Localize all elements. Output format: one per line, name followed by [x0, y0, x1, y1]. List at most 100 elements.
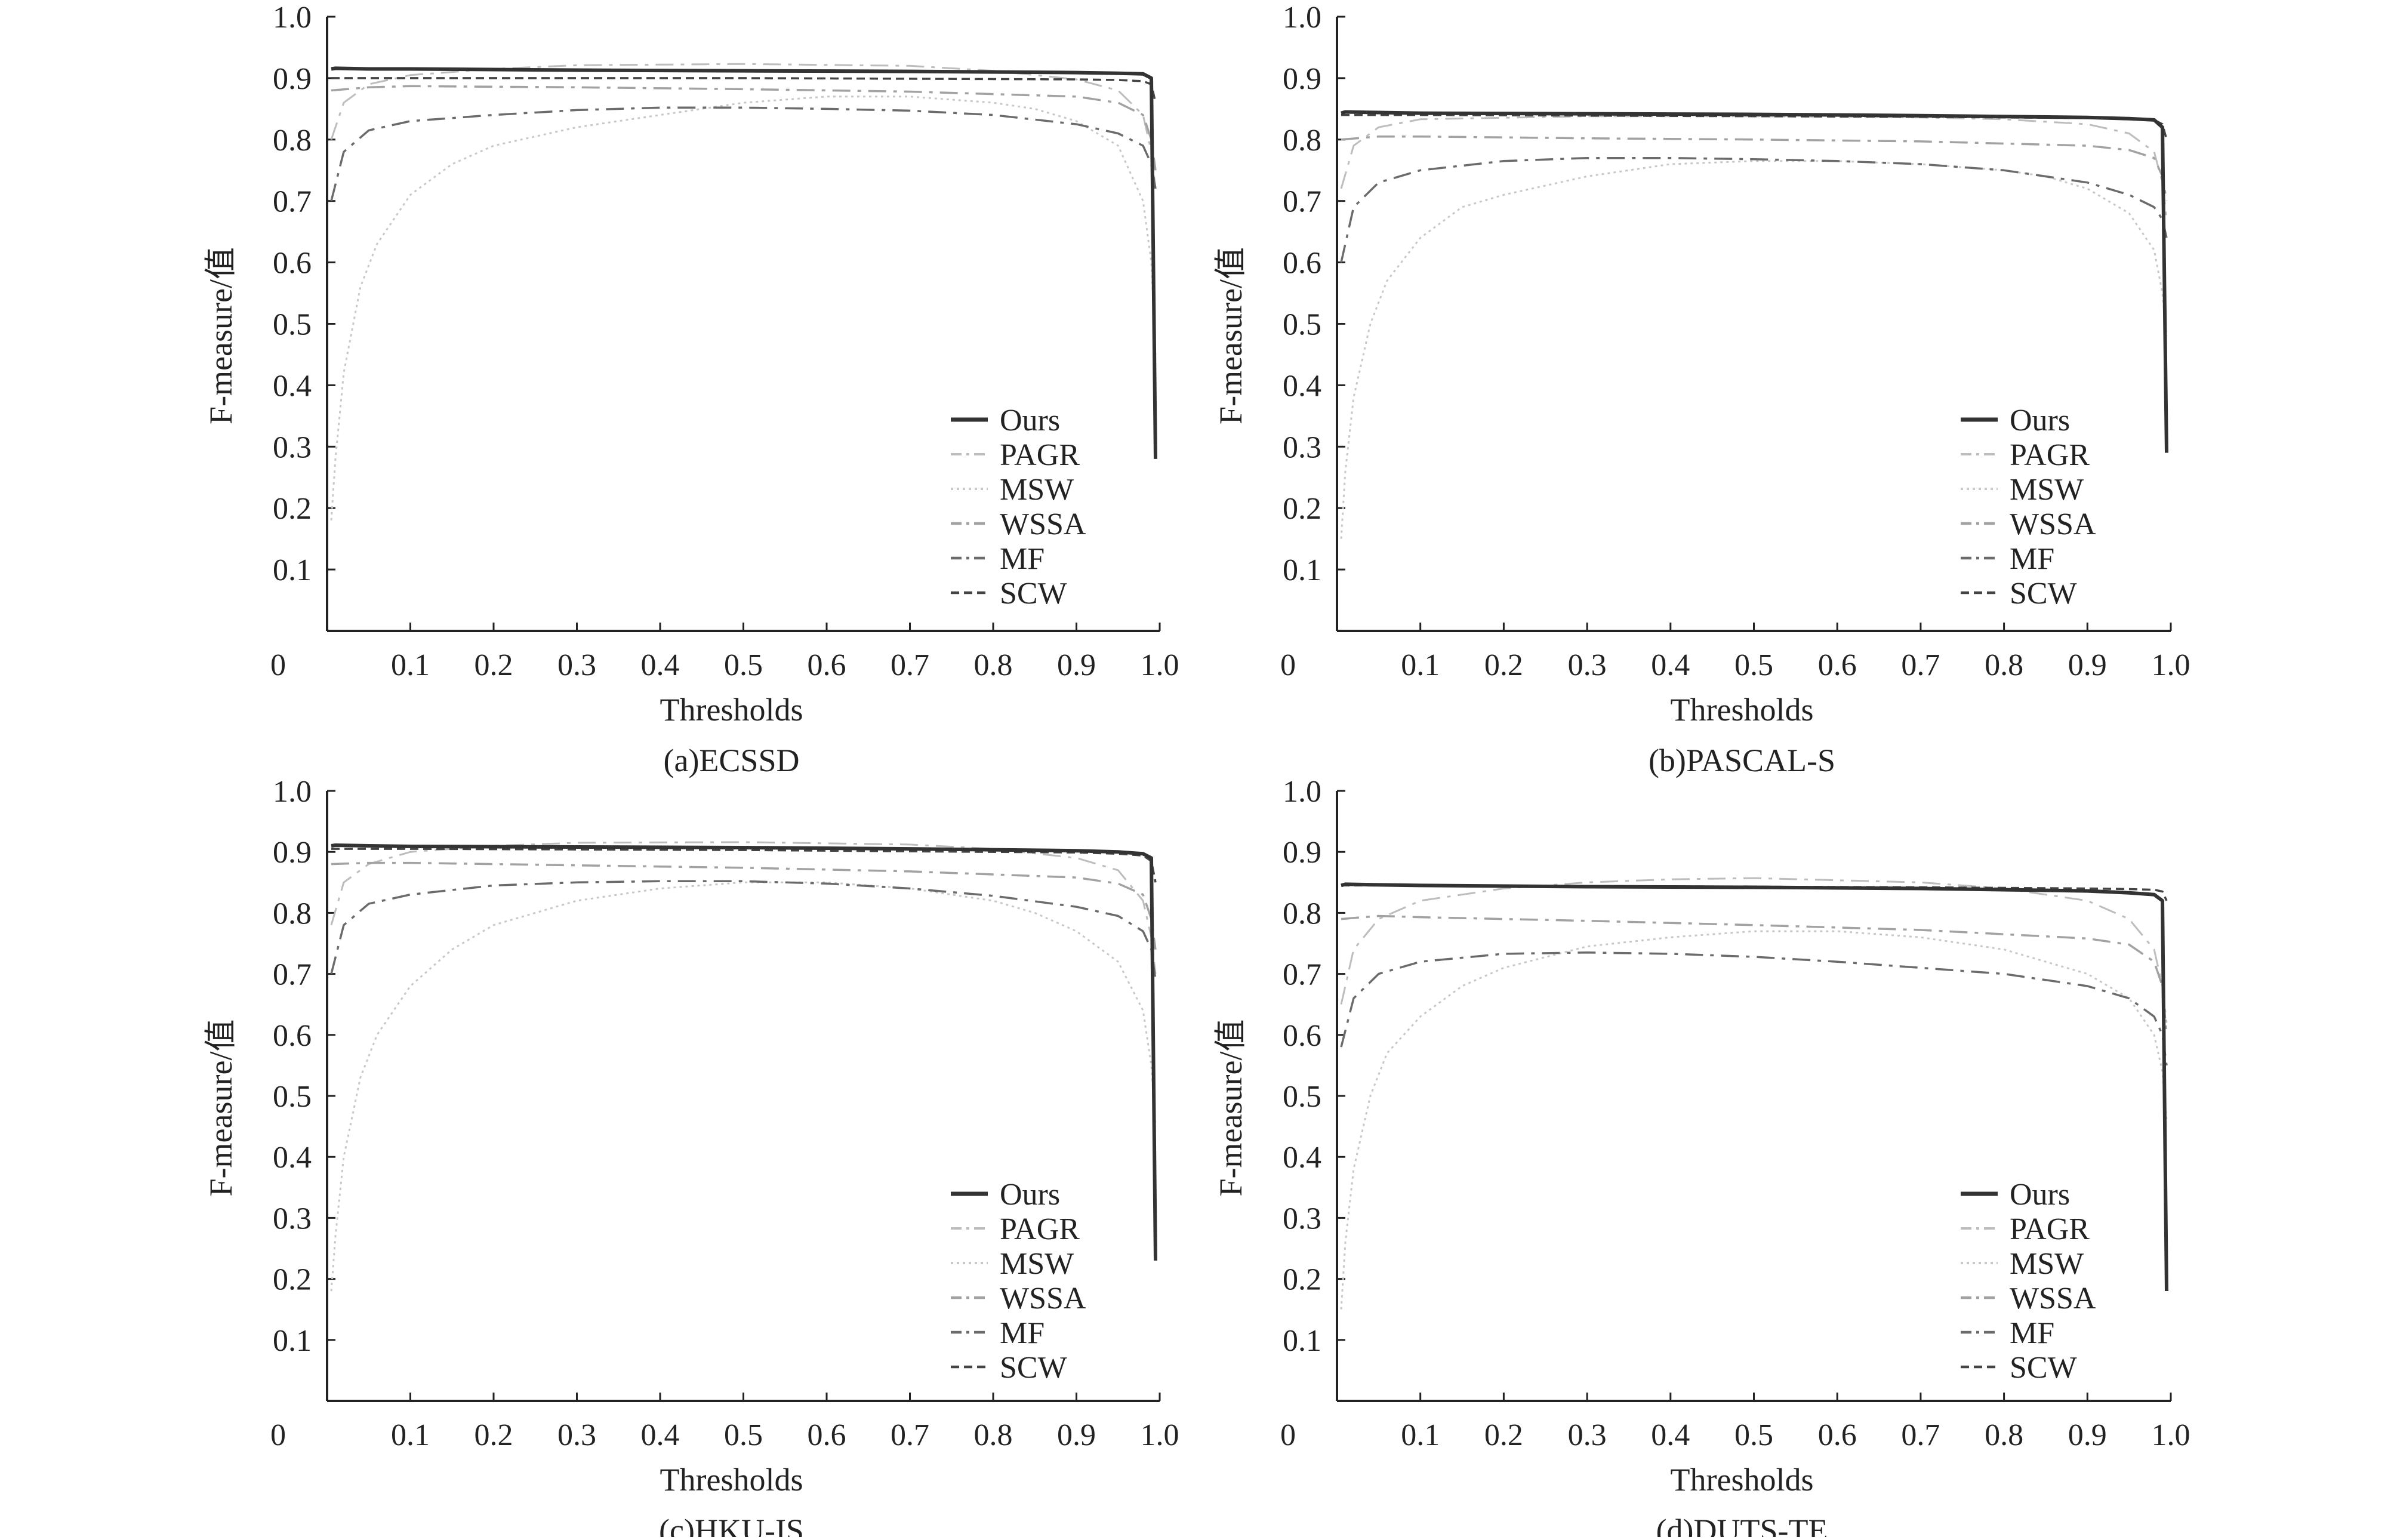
x-tick-label: 0.3 — [1568, 648, 1607, 682]
series-line-pagr — [1340, 115, 2168, 220]
x-tick-label: 0.9 — [1057, 648, 1096, 682]
y-tick-label: 0.1 — [1283, 553, 1321, 587]
y-tick-label: 0.3 — [273, 1202, 312, 1236]
legend-label-scw: SCW — [2010, 577, 2077, 611]
series-line-scw — [331, 848, 1157, 883]
x-tick-label: 0.4 — [641, 1418, 680, 1452]
y-tick-label: 0.3 — [1283, 1202, 1321, 1236]
x-axis-title: Thresholds — [1671, 692, 1814, 728]
y-tick-label: 0.9 — [273, 62, 312, 96]
legend-label-ours: Ours — [1000, 1178, 1060, 1212]
series-line-wssa — [1341, 914, 2168, 1035]
legend-label-mf: MF — [1000, 1316, 1045, 1350]
panel-caption: (c)HKU-IS — [659, 1513, 804, 1537]
x-tick-label: 0.6 — [808, 1418, 846, 1452]
x-tick-label: 0.7 — [891, 648, 929, 682]
chart-panel-3: 0.1 0.2 0.3 0.4 0.5 0.6 0.7 0.8 0.9 1.0 0.1 0.2 0.3 0… — [203, 775, 1179, 1540]
y-tick-label: 1.0 — [273, 1, 312, 35]
x-axis-title: Thresholds — [1671, 1462, 1814, 1498]
series-line-ours — [331, 66, 1157, 459]
legend-label-pagr: PAGR — [1000, 438, 1080, 472]
y-tick-label: 0.8 — [1283, 897, 1321, 931]
series-line-mf — [1340, 951, 2168, 1066]
y-tick-label: 0.3 — [273, 430, 312, 464]
origin-label: 0 — [270, 1418, 286, 1452]
series-line-ours — [1341, 882, 2168, 1292]
y-tick-label: 0.4 — [1283, 369, 1321, 403]
y-tick-label: 0.8 — [273, 897, 312, 931]
y-tick-label: 0.1 — [273, 553, 312, 587]
y-tick-label: 0.5 — [1283, 308, 1321, 342]
y-tick-label: 0.7 — [273, 958, 312, 992]
y-tick-label: 0.4 — [1283, 1141, 1321, 1175]
x-tick-label: 0.6 — [1818, 648, 1857, 682]
chart-panel-4: 0.1 0.2 0.3 0.4 0.5 0.6 0.7 0.8 0.9 1.0 0.1 0.2 0.3 0… — [1213, 775, 2190, 1540]
x-tick-label: 0.7 — [1901, 648, 1940, 682]
x-tick-label: 0.1 — [391, 648, 430, 682]
series-line-mf — [330, 880, 1157, 981]
x-tick-label: 0.8 — [1985, 648, 2023, 682]
legend-label-msw: MSW — [2010, 1247, 2084, 1281]
x-tick-label: 0.9 — [2068, 1418, 2107, 1452]
legend-label-mf: MF — [1000, 542, 1045, 576]
y-tick-label: 0.2 — [273, 492, 312, 526]
x-tick-label: 1.0 — [2152, 648, 2190, 682]
legend-label-pagr: PAGR — [1000, 1212, 1080, 1246]
series-line-pagr — [330, 63, 1157, 189]
y-tick-label: 0.9 — [1283, 62, 1321, 96]
x-tick-label: 0.7 — [1901, 1418, 1940, 1452]
x-axis-title: Thresholds — [660, 692, 803, 728]
legend-label-scw: SCW — [1000, 1351, 1067, 1385]
x-tick-label: 0.7 — [891, 1418, 929, 1452]
x-tick-label: 1.0 — [1141, 1418, 1179, 1452]
x-tick-label: 0.3 — [1568, 1418, 1607, 1452]
y-tick-label: 1.0 — [1283, 1, 1321, 35]
y-tick-label: 0.7 — [273, 185, 312, 219]
legend-label-scw: SCW — [1000, 577, 1067, 611]
series-line-mf — [330, 106, 1157, 202]
x-tick-label: 0.5 — [1734, 1418, 1773, 1452]
legend-label-scw: SCW — [2010, 1351, 2077, 1385]
legend-label-pagr: PAGR — [2010, 438, 2090, 472]
series-line-ours — [1341, 110, 2168, 453]
x-tick-label: 0.2 — [475, 648, 513, 682]
y-tick-label: 0.6 — [273, 247, 312, 281]
y-tick-label: 0.7 — [1283, 958, 1321, 992]
legend-label-msw: MSW — [1000, 473, 1074, 507]
y-tick-label: 0.5 — [273, 308, 312, 342]
y-tick-label: 0.8 — [273, 124, 312, 158]
y-tick-label: 0.1 — [273, 1324, 312, 1358]
series-line-ours — [331, 843, 1157, 1261]
y-tick-label: 1.0 — [273, 775, 312, 809]
legend-label-ours: Ours — [1000, 404, 1060, 438]
y-tick-label: 0.4 — [273, 369, 312, 403]
x-tick-label: 0.4 — [1651, 1418, 1690, 1452]
series-line-msw — [1340, 930, 2168, 1310]
y-tick-label: 0.2 — [1283, 1263, 1321, 1297]
y-axis-title: F-measure/值 — [203, 1020, 239, 1197]
series-line-mf — [1340, 156, 2168, 263]
series-line-wssa — [1341, 135, 2168, 201]
x-tick-label: 0.2 — [1484, 1418, 1523, 1452]
y-tick-label: 0.6 — [1283, 247, 1321, 281]
x-axis-title: Thresholds — [660, 1462, 803, 1498]
panel-caption: (a)ECSSD — [664, 743, 800, 778]
y-tick-label: 0.1 — [1283, 1324, 1321, 1358]
legend-label-msw: MSW — [1000, 1247, 1074, 1281]
y-tick-label: 0.6 — [273, 1019, 312, 1053]
x-tick-label: 0.4 — [641, 648, 680, 682]
legend-label-mf: MF — [2010, 1316, 2054, 1350]
x-tick-label: 0.3 — [557, 1418, 596, 1452]
chart-panel-2: 0.1 0.2 0.3 0.4 0.5 0.6 0.7 0.8 0.9 1.0 0.1 0.2 0.3 0… — [1213, 1, 2190, 778]
x-tick-label: 0.9 — [2068, 648, 2107, 682]
panel-caption: (b)PASCAL-S — [1649, 743, 1835, 778]
legend-label-msw: MSW — [2010, 473, 2084, 507]
y-tick-label: 0.2 — [1283, 492, 1321, 526]
x-tick-label: 0.8 — [1985, 1418, 2023, 1452]
y-tick-label: 0.5 — [1283, 1080, 1321, 1114]
x-tick-label: 0.5 — [724, 648, 763, 682]
x-tick-label: 0.1 — [1401, 648, 1440, 682]
y-tick-label: 0.2 — [273, 1263, 312, 1297]
